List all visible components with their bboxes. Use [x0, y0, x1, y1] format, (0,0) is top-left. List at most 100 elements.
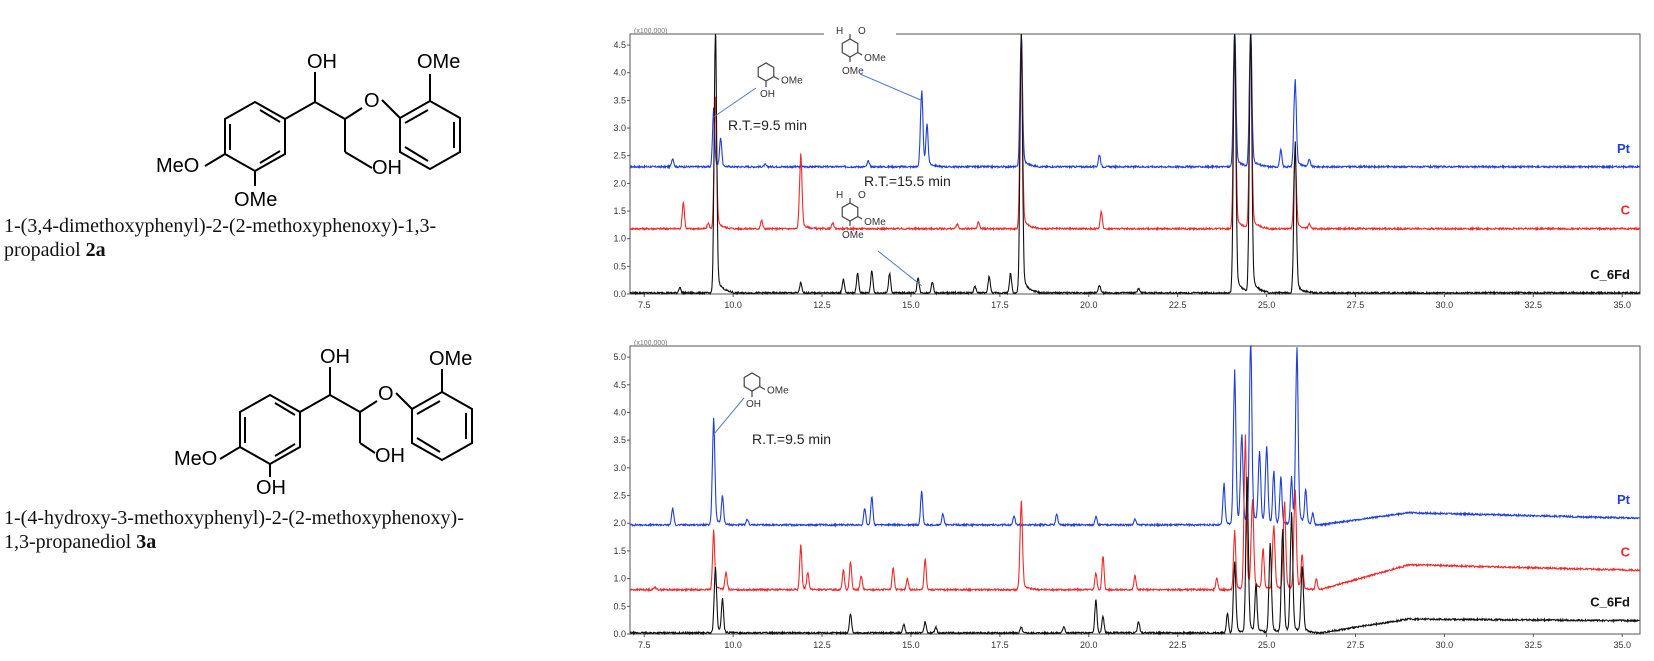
inset-backdrop — [824, 26, 896, 36]
compound-id-3a: 3a — [136, 531, 157, 553]
x-tick-label: 12.5 — [813, 300, 831, 310]
guaiacol-inset: OH OMe — [757, 62, 803, 100]
callout-line-3 — [877, 250, 922, 287]
y-tick-label: 2.5 — [613, 151, 626, 161]
y-tick-label: 4.5 — [613, 380, 626, 390]
series-label-c-6fd: C_6Fd — [1590, 595, 1630, 610]
x-tick-label: 30.0 — [1436, 300, 1454, 310]
structure-2a: OH O OMe MeO OH OMe — [156, 51, 461, 211]
x-tick-label: 15.0 — [902, 300, 920, 310]
caption-3a-line1: 1-(4-hydroxy-3-methoxyphenyl)-2-(2-metho… — [4, 507, 464, 529]
inset-bond — [759, 385, 766, 391]
x-tick-label: 12.5 — [813, 640, 831, 650]
y-tick-label: 4.5 — [613, 40, 626, 50]
y-tick-label: 4.0 — [613, 407, 626, 417]
x-tick-label: 10.0 — [724, 300, 742, 310]
label-meo: MeO — [156, 155, 199, 177]
label-oh-side-3a: OH — [375, 445, 405, 467]
chromatogram-top: (x100,000) 0.0 0.5 1.0 1.5 2.0 2.5 3.0 3.5 4.0 4.5… — [606, 26, 1646, 316]
x-tick-label: 20.0 — [1080, 640, 1098, 650]
callout-line-bottom — [713, 397, 745, 435]
x-tick-label: 35.0 — [1613, 640, 1631, 650]
annotation-rt-9-5-bottom: R.T.=9.5 min — [752, 431, 831, 447]
x-tick-label: 35.0 — [1613, 300, 1631, 310]
scale-note: (x100,000) — [634, 28, 667, 35]
label-meo-3a: MeO — [174, 448, 217, 470]
x-tick-label: 7.5 — [638, 300, 651, 310]
plot-frame — [629, 33, 1641, 295]
inset-bond — [857, 51, 863, 56]
y-tick-label: 3.5 — [613, 435, 626, 445]
inset-label: OH — [746, 399, 761, 410]
x-tick-label: 32.5 — [1525, 300, 1543, 310]
x-tick-label: 22.5 — [1169, 640, 1187, 650]
y-tick-label: 3.0 — [613, 123, 626, 133]
y-tick-label: 1.0 — [613, 574, 626, 584]
series-label-c: C — [1621, 203, 1631, 218]
label-oh-top: OH — [307, 51, 337, 73]
x-tick-label: 20.0 — [1080, 300, 1098, 310]
inset-label: OMe — [781, 76, 803, 87]
x-tick-label: 15.0 — [902, 640, 920, 650]
x-tick-label: 30.0 — [1436, 640, 1454, 650]
x-tick-label: 10.0 — [724, 640, 742, 650]
y-tick-label: 0.0 — [613, 629, 626, 639]
series-label-c: C — [1621, 544, 1631, 559]
label-oh-top-3a: OH — [320, 346, 350, 368]
label-ome-bottom: OMe — [234, 189, 277, 211]
inset-label: OMe — [842, 66, 864, 77]
inset-bond — [857, 215, 863, 220]
label-o-ether: O — [364, 90, 380, 112]
y-tick-label: 1.5 — [613, 546, 626, 556]
scale-note: (x100,000) — [634, 340, 667, 347]
series-label-c-6fd: C_6Fd — [1590, 267, 1630, 282]
x-tick-label: 7.5 — [638, 640, 651, 650]
chromatogram-bottom-svg: (x100,000) 0.0 0.5 1.0 1.5 2.0 2.5 3.0 3.5 4.0 4.5… — [613, 340, 1641, 650]
x-tick-label: 27.5 — [1347, 640, 1365, 650]
inset-bond — [773, 75, 780, 81]
series-label-pt: Pt — [1617, 141, 1631, 156]
callout-line — [713, 87, 757, 118]
x-tick-label: 17.5 — [991, 640, 1009, 650]
trace-c — [629, 33, 1641, 232]
caption-2a-line1: 1-(3,4-dimethoxyphenyl)-2-(2-methoxyphen… — [4, 215, 437, 237]
x-tick-label: 17.5 — [991, 300, 1009, 310]
inset-o-2: O — [858, 190, 866, 201]
inset-label: OMe — [864, 217, 886, 228]
y-tick-label: 1.5 — [613, 206, 626, 216]
inset-o: O — [858, 26, 866, 37]
trace-pt — [629, 33, 1641, 170]
inset-label: OMe — [767, 386, 789, 397]
y-tick-label: 0.5 — [613, 601, 626, 611]
x-tick-label: 32.5 — [1525, 640, 1543, 650]
y-tick-label: 3.0 — [613, 463, 626, 473]
structures-panel: OH O OMe MeO OH OMe 1-(3,4-dimethoxyphen… — [0, 0, 600, 661]
y-tick-label: 1.0 — [613, 234, 626, 244]
y-tick-label: 2.5 — [613, 491, 626, 501]
y-tick-label: 2.0 — [613, 178, 626, 188]
inset-label: H — [836, 26, 843, 37]
structure-3a: OH O OMe MeO OH OH — [174, 346, 473, 495]
y-tick-label: 0.0 — [613, 289, 626, 299]
trace-c — [629, 434, 1641, 593]
series-label-pt: Pt — [1617, 492, 1631, 507]
label-oh-bottom-3a: OH — [256, 477, 286, 495]
y-tick-label: 3.5 — [613, 95, 626, 105]
x-tick-label: 22.5 — [1169, 300, 1187, 310]
x-tick-label: 25.0 — [1258, 640, 1276, 650]
label-oh-side: OH — [372, 157, 402, 179]
guaiacol-inset-bottom: OH OMe — [743, 372, 789, 410]
chromatogram-bottom: (x100,000) 0.0 0.5 1.0 1.5 2.0 2.5 3.0 3.5 4.0 4.5… — [606, 338, 1646, 656]
inset-label: OMe — [864, 53, 886, 64]
chromatogram-top-svg: (x100,000) 0.0 0.5 1.0 1.5 2.0 2.5 3.0 3.5 4.0 4.5… — [613, 26, 1641, 310]
x-tick-label: 25.0 — [1258, 300, 1276, 310]
y-tick-label: 2.0 — [613, 518, 626, 528]
caption-3a-line2: 1,3-propanediol — [4, 531, 132, 553]
trace-c-6fd — [629, 476, 1640, 636]
callout-line-2 — [859, 73, 922, 101]
caption-2a: 1-(3,4-dimethoxyphenyl)-2-(2-methoxyphen… — [4, 214, 564, 262]
compound-id-2a: 2a — [85, 239, 106, 261]
caption-2a-line2: propadiol — [4, 239, 81, 261]
